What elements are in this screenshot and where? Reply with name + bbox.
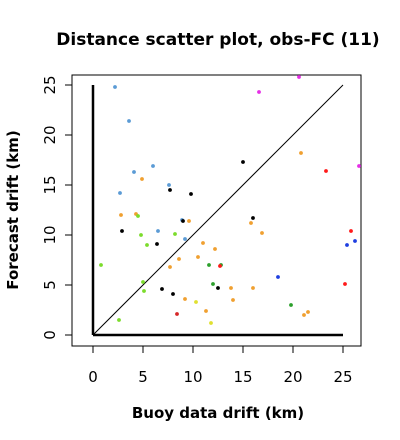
data-point [204, 309, 208, 313]
x-tick-label: 25 [333, 368, 352, 386]
x-tick-label: 0 [88, 368, 98, 386]
data-point [142, 289, 146, 293]
data-point [160, 287, 164, 291]
data-point [231, 298, 235, 302]
data-point [141, 280, 145, 284]
data-point [306, 310, 310, 314]
data-point [194, 300, 198, 304]
data-point [132, 170, 136, 174]
data-point [175, 312, 179, 316]
data-point [136, 214, 140, 218]
data-point [213, 247, 217, 251]
data-point [241, 160, 245, 164]
data-point [218, 264, 222, 268]
y-axis-label: Forecast drift (km) [4, 130, 22, 289]
data-point [145, 243, 149, 247]
data-point [211, 282, 215, 286]
data-point [117, 318, 121, 322]
data-point [299, 151, 303, 155]
data-point [189, 192, 193, 196]
data-point [187, 219, 191, 223]
data-point [251, 286, 255, 290]
data-point [345, 243, 349, 247]
data-point [302, 313, 306, 317]
data-point [120, 229, 124, 233]
data-point [139, 233, 143, 237]
data-point [118, 191, 122, 195]
reference-line [92, 84, 344, 336]
data-point [181, 219, 185, 223]
x-tick-label: 10 [183, 368, 202, 386]
data-point [229, 286, 233, 290]
y-tick-label: 0 [41, 330, 59, 340]
data-point [257, 90, 261, 94]
data-point [155, 242, 159, 246]
data-point [357, 164, 361, 168]
x-tick-label: 5 [138, 368, 148, 386]
data-point [276, 275, 280, 279]
chart-title: Distance scatter plot, obs-FC (11) [56, 30, 379, 50]
data-point [289, 303, 293, 307]
y-tick-label: 20 [41, 125, 59, 144]
y-tick-label: 10 [41, 225, 59, 244]
data-point [173, 232, 177, 236]
data-point [216, 286, 220, 290]
data-point [260, 231, 264, 235]
y-tick-label: 25 [41, 75, 59, 94]
data-point [249, 221, 253, 225]
data-point [324, 169, 328, 173]
data-point [183, 297, 187, 301]
data-point [140, 177, 144, 181]
data-point [349, 229, 353, 233]
data-point [113, 85, 117, 89]
x-tick-label: 20 [283, 368, 302, 386]
plot-frame [71, 74, 362, 347]
data-point [168, 265, 172, 269]
data-point [207, 263, 211, 267]
y-tick-label: 15 [41, 175, 59, 194]
data-point [151, 164, 155, 168]
data-point [99, 263, 103, 267]
data-point [127, 119, 131, 123]
data-point [251, 216, 255, 220]
data-point [183, 237, 187, 241]
y-tick-label: 5 [41, 280, 59, 290]
data-point [343, 282, 347, 286]
data-point [209, 321, 213, 325]
data-point [196, 255, 200, 259]
x-axis-label: Buoy data drift (km) [132, 404, 304, 422]
data-point [201, 241, 205, 245]
data-point [167, 183, 171, 187]
data-point [156, 229, 160, 233]
x-tick-label: 15 [233, 368, 252, 386]
data-point [177, 257, 181, 261]
data-point [171, 292, 175, 296]
data-point [353, 239, 357, 243]
data-point [168, 188, 172, 192]
data-point [119, 213, 123, 217]
data-point [297, 75, 301, 79]
